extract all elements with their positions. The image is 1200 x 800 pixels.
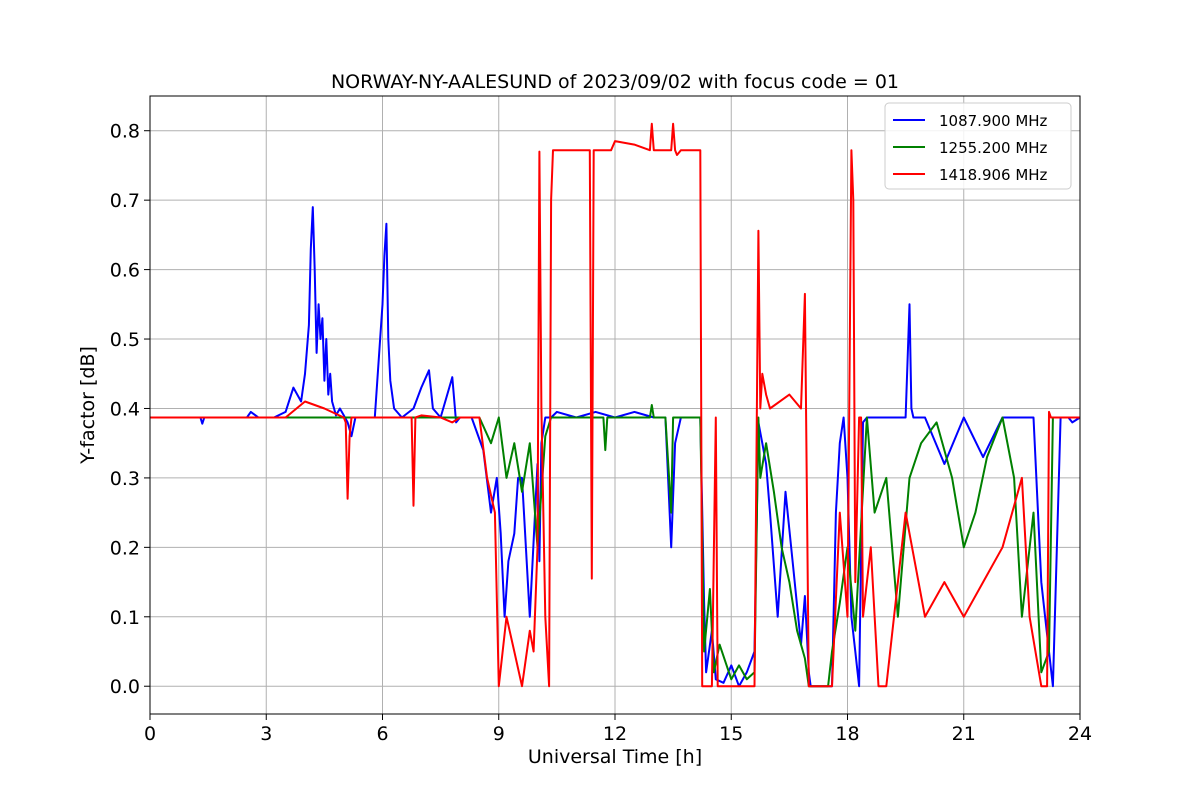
series-layer xyxy=(150,122,1081,688)
y-tick-label: 0.2 xyxy=(110,537,140,559)
x-tick-label: 21 xyxy=(952,723,976,745)
x-tick-label: 18 xyxy=(835,723,859,745)
x-tick-label: 24 xyxy=(1068,723,1092,745)
legend-box xyxy=(884,102,1072,190)
y-tick-label: 0.8 xyxy=(110,121,140,143)
x-tick-label: 0 xyxy=(144,723,156,745)
x-axis-label: Universal Time [h] xyxy=(528,746,702,768)
x-tick-label: 6 xyxy=(376,723,388,745)
legend-label-3: 1418.906 MHz xyxy=(939,166,1048,184)
legend-label-2: 1255.200 MHz xyxy=(939,139,1048,157)
legend: 1087.900 MHz 1255.200 MHz 1418.906 MHz xyxy=(884,102,1072,190)
series-line-3 xyxy=(150,122,1080,688)
y-tick-label: 0.4 xyxy=(110,398,140,420)
y-tick-label: 0.3 xyxy=(110,468,140,490)
y-tick-label: 0.6 xyxy=(110,260,140,282)
y-tick-label: 0.0 xyxy=(110,676,140,698)
y-tick-label: 0.7 xyxy=(110,190,140,212)
x-tick-label: 12 xyxy=(603,723,627,745)
y-axis-label: Y-factor [dB] xyxy=(77,346,99,465)
ticks: 0 3 6 9 12 15 18 21 24 0.0 0.1 0.2 0.3 0.4 0.5 0.6 0.7 0.… xyxy=(110,121,1092,745)
x-tick-label: 15 xyxy=(719,723,743,745)
legend-label-1: 1087.900 MHz xyxy=(939,112,1048,130)
series-line-2 xyxy=(150,404,1080,688)
series-line-1 xyxy=(150,206,1081,688)
x-tick-label: 9 xyxy=(493,723,505,745)
chart-title: NORWAY-NY-AALESUND of 2023/09/02 with fo… xyxy=(331,71,899,93)
x-tick-label: 3 xyxy=(260,723,272,745)
y-tick-label: 0.5 xyxy=(110,329,140,351)
y-tick-label: 0.1 xyxy=(110,607,140,629)
